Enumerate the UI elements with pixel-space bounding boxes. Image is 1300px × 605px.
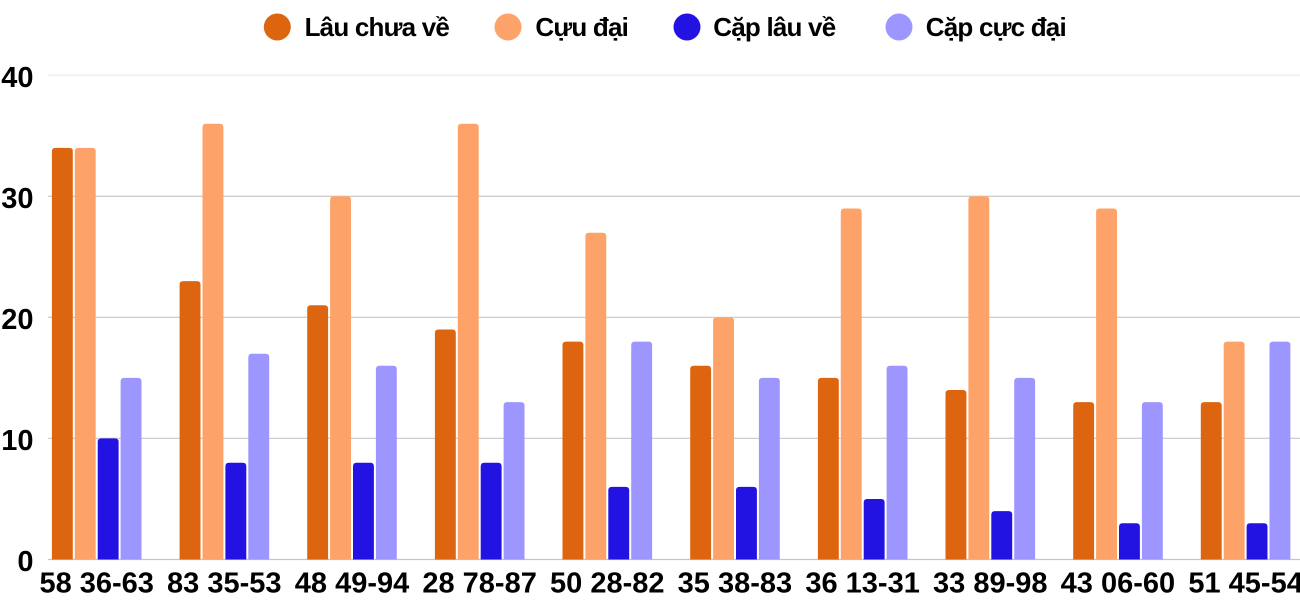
svg-text:50 28-82: 50 28-82	[550, 568, 665, 600]
svg-text:35 38-83: 35 38-83	[678, 568, 793, 600]
svg-text:51 45-54: 51 45-54	[1188, 568, 1300, 600]
svg-text:83 35-53: 83 35-53	[167, 568, 282, 600]
svg-text:48 49-94: 48 49-94	[295, 568, 410, 600]
svg-text:10: 10	[1, 425, 33, 457]
svg-text:28 78-87: 28 78-87	[422, 568, 537, 600]
svg-text:43 06-60: 43 06-60	[1061, 568, 1176, 600]
svg-text:Lâu chưa về: Lâu chưa về	[305, 12, 450, 42]
svg-text:58 36-63: 58 36-63	[39, 568, 154, 600]
svg-text:40: 40	[1, 62, 33, 94]
svg-text:20: 20	[1, 304, 33, 336]
svg-text:30: 30	[1, 183, 33, 215]
svg-text:Cặp lâu về: Cặp lâu về	[713, 12, 835, 42]
svg-text:36 13-31: 36 13-31	[805, 568, 920, 600]
svg-text:Cựu đại: Cựu đại	[535, 12, 628, 42]
svg-text:Cặp cực đại: Cặp cực đại	[926, 12, 1066, 42]
svg-text:33 89-98: 33 89-98	[933, 568, 1048, 600]
svg-text:0: 0	[17, 546, 33, 578]
